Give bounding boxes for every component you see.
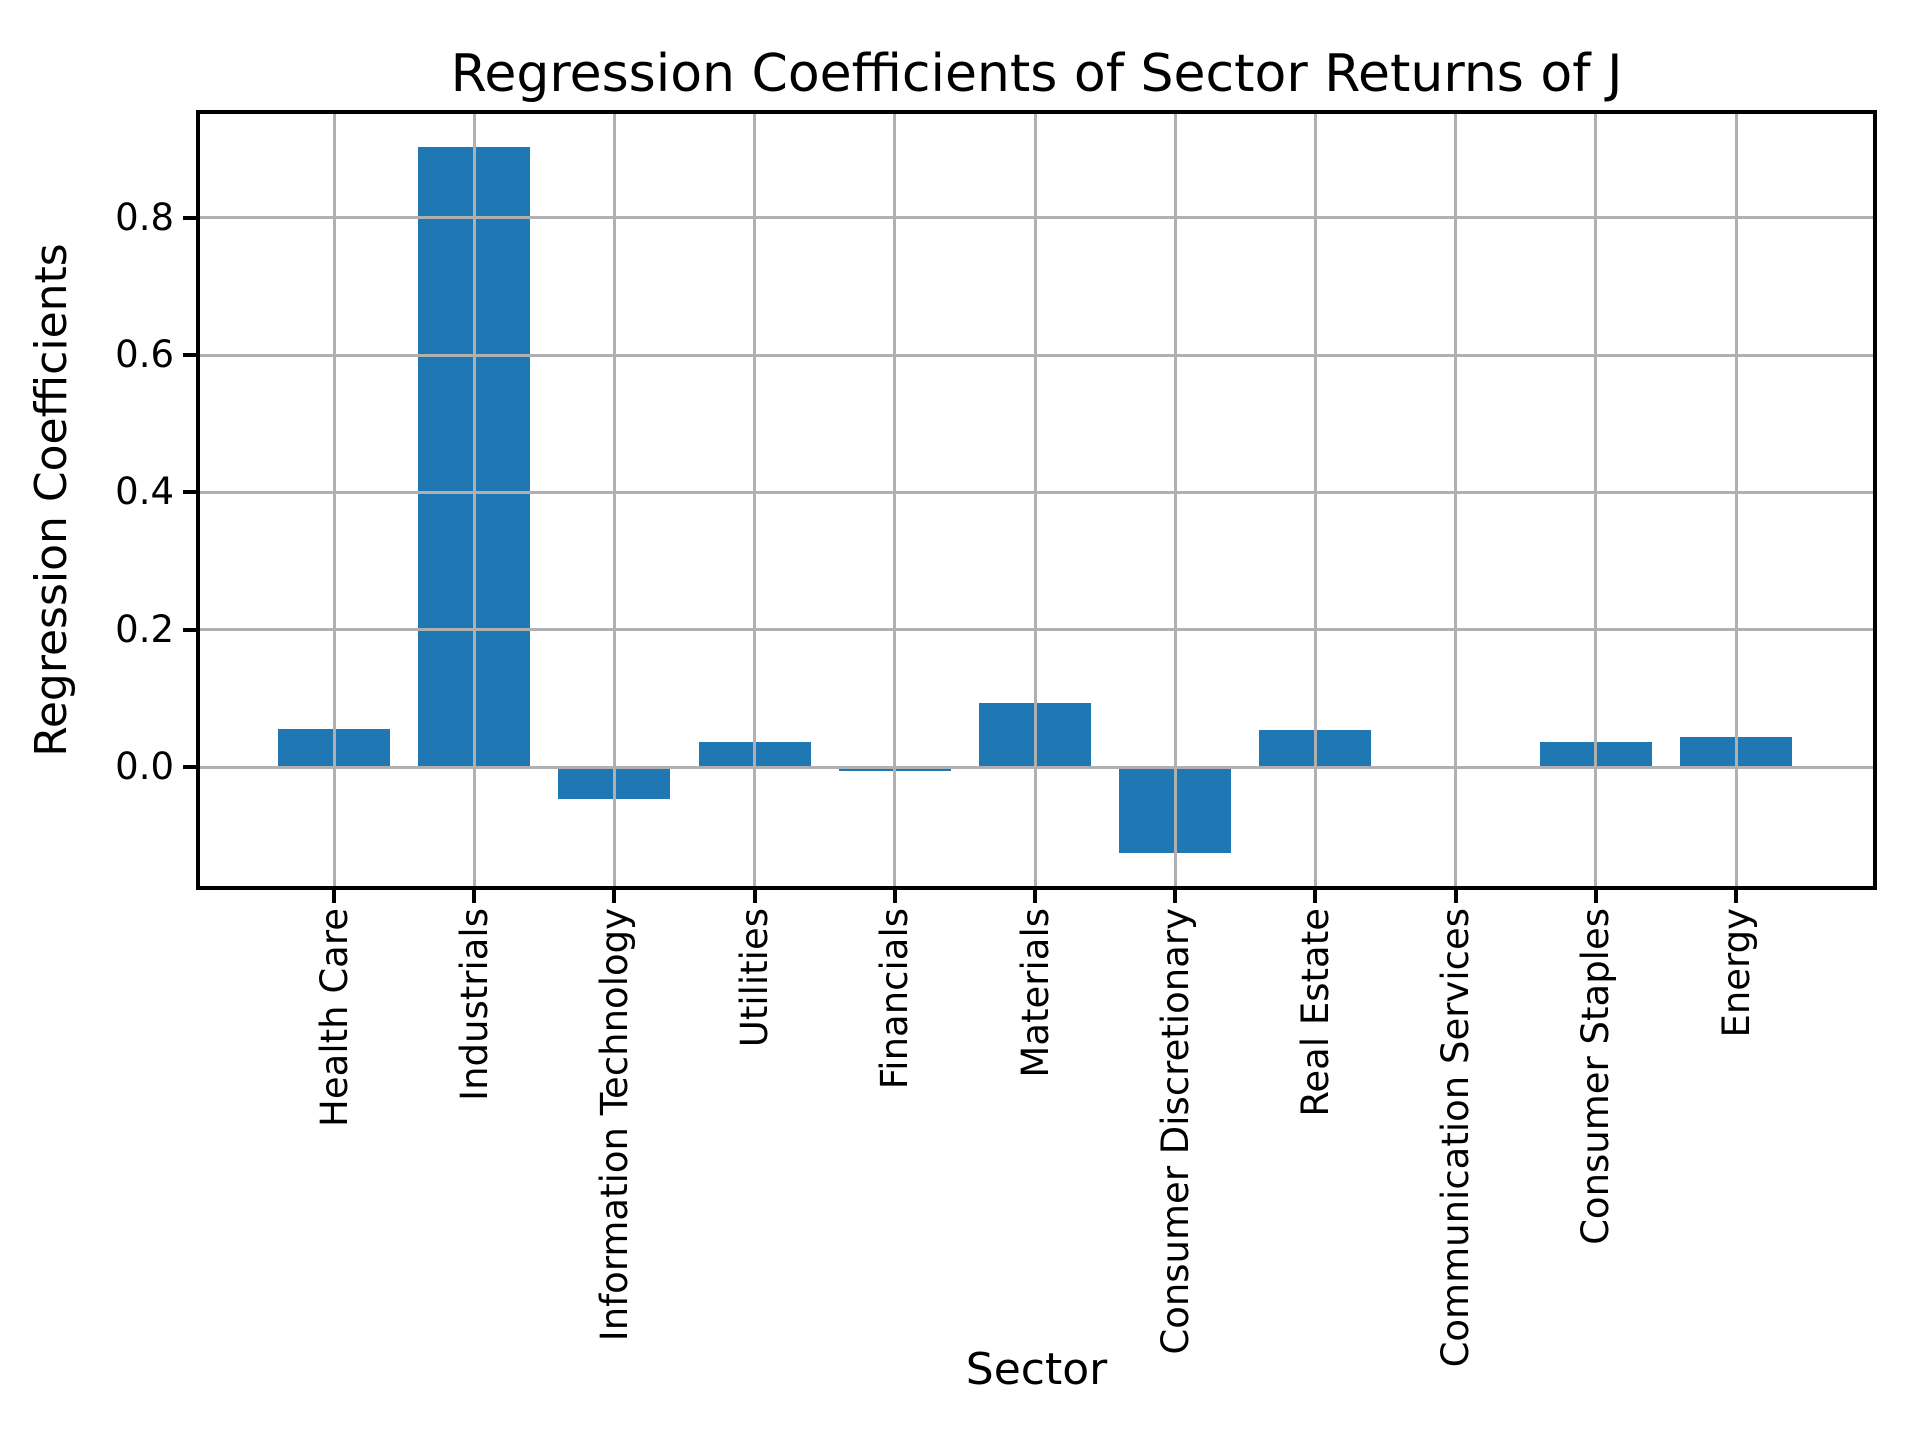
x-tick-label-text: Financials <box>873 908 917 1090</box>
x-tick-mark <box>1453 890 1458 903</box>
x-gridline <box>612 114 616 886</box>
x-tick-label-text: Communication Services <box>1434 908 1478 1368</box>
y-tick-label: 0.2 <box>115 607 174 651</box>
x-tick-mark <box>892 890 897 903</box>
x-axis-label: Sector <box>965 1344 1108 1395</box>
x-gridline <box>332 114 336 886</box>
y-tick-mark <box>183 627 196 632</box>
x-gridline <box>1033 114 1037 886</box>
x-tick-label-text: Utilities <box>733 908 777 1048</box>
x-tick-label-text: Health Care <box>312 908 356 1127</box>
x-tick-mark <box>332 890 336 903</box>
x-tick-label-text: Industrials <box>452 908 496 1101</box>
chart-title: Regression Coefficients of Sector Return… <box>450 44 1623 104</box>
x-tick-mark <box>1313 890 1318 903</box>
y-gridline <box>200 490 1873 494</box>
y-tick-mark <box>183 353 196 358</box>
x-tick-label-text: Information Technology <box>592 908 636 1342</box>
x-tick-mark <box>472 890 477 903</box>
x-gridline <box>753 114 757 886</box>
x-gridline <box>1173 114 1177 886</box>
y-tick-label: 0.6 <box>115 333 174 377</box>
x-tick-mark <box>1593 890 1598 903</box>
x-gridline <box>1454 114 1458 886</box>
x-tick-label: Utilities <box>733 908 875 1047</box>
x-gridline <box>1594 114 1598 886</box>
y-tick-mark <box>183 490 196 495</box>
x-tick-mark <box>1734 890 1738 903</box>
x-tick-mark <box>752 890 757 903</box>
x-tick-label-text: Materials <box>1013 908 1057 1078</box>
y-gridline <box>200 765 1873 769</box>
x-tick-label-text: Energy <box>1714 908 1758 1038</box>
x-tick-label-text: Consumer Discretionary <box>1153 908 1197 1355</box>
y-gridline <box>200 353 1873 357</box>
x-gridline <box>1734 114 1738 886</box>
x-tick-label-text: Real Estate <box>1293 908 1337 1117</box>
x-tick-label: Energy <box>1715 908 1848 1038</box>
y-tick-label: 0.4 <box>115 470 174 514</box>
y-gridline <box>200 216 1873 220</box>
x-gridline <box>1313 114 1317 886</box>
x-tick-mark <box>1173 890 1178 903</box>
plot-area <box>196 110 1877 890</box>
y-tick-label: 0.0 <box>115 745 174 789</box>
y-tick-label: 0.8 <box>115 195 174 239</box>
y-tick-mark <box>183 215 196 220</box>
x-gridline <box>472 114 476 886</box>
y-tick-mark <box>183 765 196 770</box>
x-gridline <box>893 114 897 886</box>
y-gridline <box>200 628 1873 632</box>
x-tick-mark <box>1033 890 1037 903</box>
x-tick-label-text: Consumer Staples <box>1574 908 1618 1245</box>
x-tick-mark <box>612 890 617 903</box>
